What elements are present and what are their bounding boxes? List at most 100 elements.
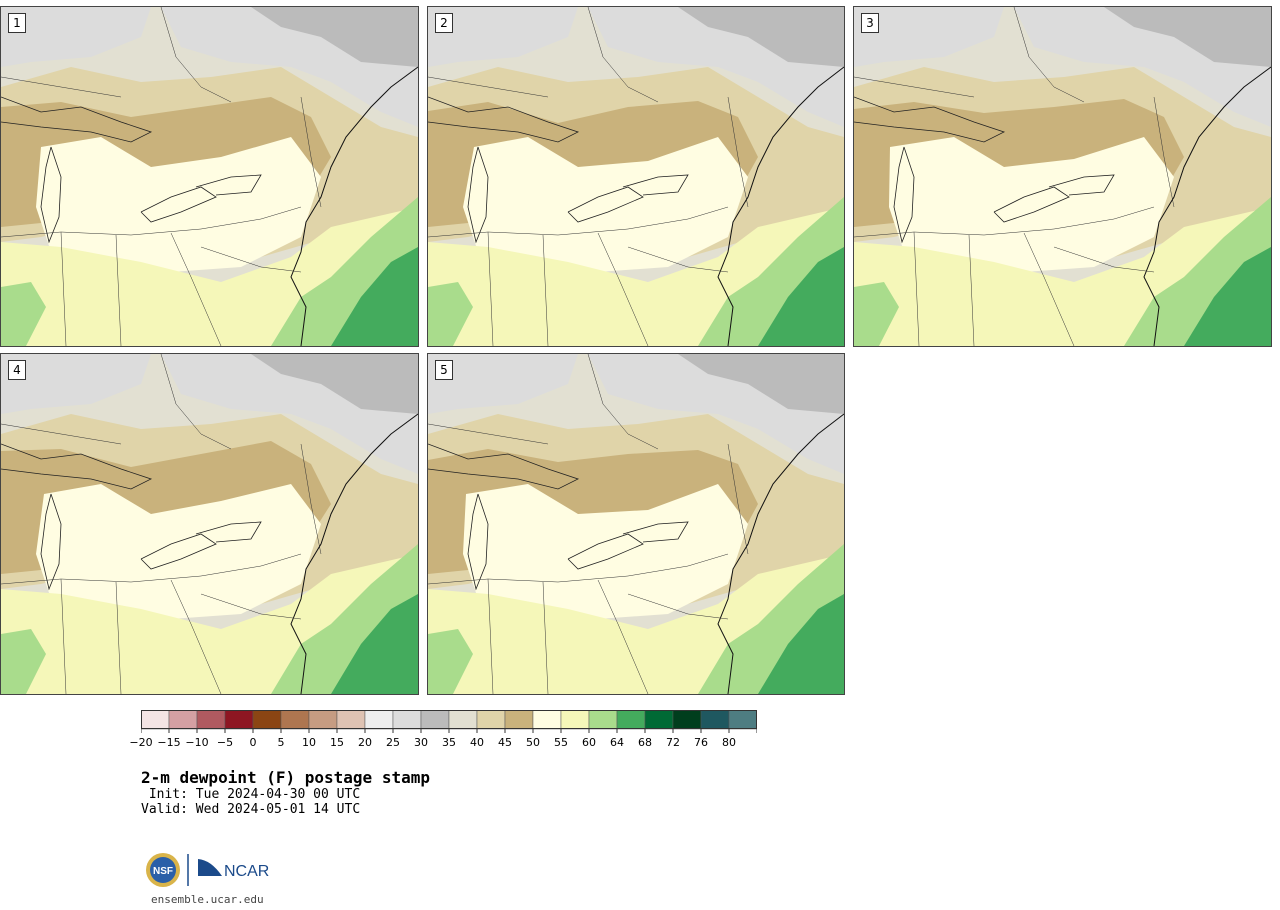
state-border (627, 593, 729, 620)
lake-erie-outline (993, 186, 1070, 223)
dewpoint-50-55-region (36, 137, 321, 272)
state-border (487, 231, 494, 346)
state-border (115, 581, 122, 694)
very-dry-region (678, 7, 844, 67)
lake-superior-outline (428, 443, 580, 490)
lake-ontario-outline (1048, 174, 1115, 196)
state-border (1023, 232, 1075, 346)
colorbar-swatch (252, 710, 282, 730)
map-panel-5: 5 (427, 353, 845, 695)
dewpoint-60-64-west (1, 629, 46, 694)
international-border (160, 354, 232, 450)
colorbar-swatch (560, 710, 590, 730)
colorbar-tick-label: 40 (470, 736, 484, 749)
colorbar-tick-label: 50 (526, 736, 540, 749)
dry-region-west (1, 354, 151, 414)
colorbar-tick-label: 0 (249, 736, 257, 749)
coastline (1143, 66, 1271, 346)
lake-ontario-outline (622, 521, 689, 543)
dewpoint-map-5 (428, 354, 844, 694)
dewpoint-50-55-region (36, 484, 321, 619)
province-border (1, 76, 122, 98)
colorbar-swatch (616, 710, 646, 730)
state-border (300, 443, 322, 555)
panel-label-4: 4 (8, 360, 26, 380)
colorbar-tick-label: −15 (157, 736, 181, 749)
dewpoint-60-64-west (854, 282, 899, 346)
state-border (200, 246, 302, 273)
colorbar-swatch (420, 710, 450, 730)
province-border (854, 76, 975, 98)
nsf-logo-icon: NSF (146, 853, 180, 887)
dewpoint-64-68-region (331, 247, 418, 346)
state-border (170, 579, 222, 694)
panel-label-2: 2 (435, 13, 453, 33)
very-dry-region (251, 7, 418, 67)
colorbar-swatch (364, 710, 394, 730)
state-border (597, 579, 649, 694)
dewpoint-60-64-west (428, 629, 473, 694)
state-border (727, 96, 749, 208)
very-dry-region (1104, 7, 1271, 67)
province-border (1, 423, 122, 445)
coastline (717, 66, 844, 346)
lake-superior-outline (854, 96, 1006, 143)
lake-michigan-outline (40, 493, 62, 591)
colorbar-swatch (196, 710, 226, 730)
lake-ontario-outline (195, 174, 262, 196)
state-border (170, 232, 222, 346)
colorbar-swatch (308, 710, 338, 730)
state-border (542, 234, 549, 346)
colorbar-tick-label: 64 (610, 736, 624, 749)
dewpoint-50-55-region (889, 137, 1174, 272)
colorbar-tick-label: 10 (302, 736, 316, 749)
dewpoint-64-68-region (331, 594, 418, 694)
site-url: ensemble.ucar.edu (151, 893, 264, 906)
state-border (627, 246, 729, 273)
state-border (428, 553, 729, 585)
lake-erie-outline (567, 533, 644, 570)
state-border (727, 443, 749, 555)
colorbar-tick-label: 5 (277, 736, 285, 749)
colorbar-tick-label: −5 (216, 736, 234, 749)
state-border (60, 231, 67, 346)
dry-region-west (428, 354, 578, 414)
lake-erie-outline (567, 186, 644, 223)
colorbar-swatch (448, 710, 478, 730)
lake-erie-outline (140, 533, 217, 570)
colorbar-swatch (392, 710, 422, 730)
colorbar-swatch (141, 710, 170, 730)
state-border (913, 231, 920, 346)
colorbar-tick-labels: −20 −15 −10 −5 0 5 10 15 20 25 30 35 40 45 50 55 60 64 68 7… (0, 736, 1280, 750)
dewpoint-map-1 (1, 7, 418, 346)
colorbar-tick-label: 25 (386, 736, 400, 749)
colorbar-tick-label: 72 (666, 736, 680, 749)
ncar-logo-icon: NCAR (198, 859, 269, 880)
map-panel-3: 3 (853, 6, 1272, 347)
dewpoint-60-64-west (1, 282, 46, 346)
dewpoint-64-68-region (758, 594, 844, 694)
colorbar-tick-label: 68 (638, 736, 652, 749)
state-border (597, 232, 649, 346)
state-border (428, 206, 729, 238)
international-border (587, 354, 659, 450)
colorbar-swatch (504, 710, 534, 730)
colorbar-tick-label: 30 (414, 736, 428, 749)
coastline (290, 66, 418, 346)
dewpoint-50-55-region (463, 484, 748, 619)
init-time: Init: Tue 2024-04-30 00 UTC (141, 787, 361, 802)
map-panel-4: 4 (0, 353, 419, 695)
dewpoint-50-55-region (463, 137, 748, 272)
province-border (428, 76, 549, 98)
international-border (1013, 7, 1085, 103)
panel-label-1: 1 (8, 13, 26, 33)
map-panel-1: 1 (0, 6, 419, 347)
colorbar-tick-label: 80 (722, 736, 736, 749)
lake-michigan-outline (467, 493, 489, 591)
colorbar-swatch (224, 710, 254, 730)
colorbar-swatch (532, 710, 562, 730)
international-border (587, 7, 659, 103)
lake-superior-outline (1, 443, 153, 490)
state-border (300, 96, 322, 208)
colorbar-swatch (336, 710, 366, 730)
